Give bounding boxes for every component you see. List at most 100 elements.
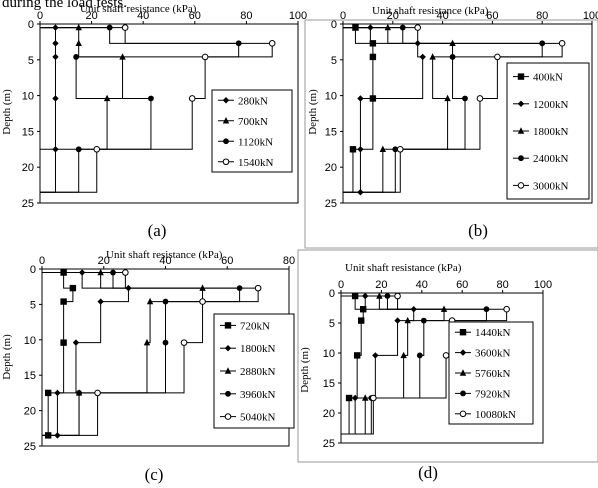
legend-entry: 3600kN bbox=[475, 348, 511, 360]
y-tick-label: 15 bbox=[325, 126, 337, 138]
legend-entry: 5760kN bbox=[475, 368, 511, 380]
series-line-7920kN bbox=[341, 295, 487, 435]
legend-entry: 1800kN bbox=[240, 343, 276, 355]
data-point-5760kN bbox=[362, 394, 369, 401]
legend-entry: 1540kN bbox=[238, 157, 274, 169]
data-point-3600kN bbox=[394, 317, 401, 324]
data-point-1120kN bbox=[148, 95, 154, 102]
legend-entry: 1120kN bbox=[238, 136, 273, 148]
x-tick-label: 0 bbox=[37, 10, 43, 22]
series-line-5040kN bbox=[42, 272, 259, 436]
y-tick-label: 10 bbox=[325, 91, 337, 103]
legend-marker bbox=[223, 138, 229, 145]
x-tick-label: 60 bbox=[189, 10, 201, 22]
data-point-5040kN bbox=[199, 298, 206, 305]
data-point-1200kN bbox=[357, 146, 364, 153]
y-tick-label: 15 bbox=[323, 378, 335, 390]
series-line-1800kN bbox=[343, 27, 454, 193]
legend-entry: 3960kN bbox=[240, 389, 276, 401]
y-tick-label: 10 bbox=[323, 348, 335, 360]
x-tick-label: 100 bbox=[534, 279, 552, 291]
legend-marker bbox=[459, 369, 467, 376]
y-tick-label: 25 bbox=[24, 441, 36, 453]
data-point-2400kN bbox=[449, 54, 456, 60]
data-point-1540kN bbox=[201, 53, 209, 61]
legend-entry: 2880kN bbox=[240, 366, 276, 378]
y-axis-title: Depth (m) bbox=[1, 334, 13, 380]
legend-entry: 720kN bbox=[240, 320, 270, 332]
legend-entry: 2400kN bbox=[533, 153, 569, 165]
data-point-3000kN bbox=[558, 40, 566, 47]
x-tick-label: 80 bbox=[496, 279, 508, 291]
data-point-10080kN bbox=[442, 352, 450, 359]
data-point-720kN bbox=[60, 298, 67, 305]
data-point-1800kN bbox=[72, 339, 80, 346]
data-point-720kN bbox=[60, 339, 67, 346]
header-caption-text: during the load tests. bbox=[2, 0, 127, 11]
data-point-280kN bbox=[52, 95, 59, 102]
legend-entry: 700kN bbox=[238, 116, 268, 128]
data-point-3000kN bbox=[494, 53, 501, 61]
y-tick-label: 0 bbox=[30, 264, 36, 276]
series-line-1440kN bbox=[341, 295, 364, 435]
data-point-1800kN bbox=[429, 53, 436, 60]
data-point-1540kN bbox=[93, 146, 101, 153]
series-line-1120kN bbox=[40, 27, 240, 193]
plot-area bbox=[342, 23, 593, 204]
x-tick-label: 20 bbox=[387, 10, 399, 22]
legend-entry: 400kN bbox=[533, 72, 563, 84]
legend-marker bbox=[224, 345, 232, 352]
x-tick-label: 60 bbox=[486, 10, 498, 22]
legend-marker bbox=[459, 349, 467, 356]
data-point-1540kN bbox=[121, 24, 129, 31]
data-point-1440kN bbox=[345, 394, 353, 402]
data-point-720kN bbox=[44, 389, 52, 397]
data-point-5040kN bbox=[254, 284, 262, 292]
y-axis-title: Depth (m) bbox=[1, 89, 13, 135]
y-tick-label: 5 bbox=[30, 299, 36, 311]
data-point-2880kN bbox=[143, 338, 151, 346]
data-point-1440kN bbox=[360, 306, 367, 313]
series-line-2400kN bbox=[343, 27, 543, 193]
x-tick-label: 80 bbox=[536, 10, 548, 22]
y-tick-label: 20 bbox=[22, 162, 34, 174]
data-point-3960kN bbox=[162, 339, 169, 346]
legend-marker bbox=[224, 367, 232, 374]
y-tick-label: 15 bbox=[24, 370, 36, 382]
legend-entry: 1800kN bbox=[533, 126, 569, 138]
data-point-5040kN bbox=[180, 339, 188, 346]
data-point-3000kN bbox=[476, 95, 484, 102]
data-point-1800kN bbox=[379, 145, 387, 152]
data-point-10080kN bbox=[394, 292, 401, 300]
series-line-3000kN bbox=[343, 27, 563, 193]
data-point-5040kN bbox=[94, 389, 101, 397]
y-tick-label: 0 bbox=[28, 19, 34, 31]
data-point-3960kN bbox=[162, 298, 169, 305]
data-point-10080kN bbox=[370, 394, 377, 402]
data-point-7920kN bbox=[416, 352, 423, 359]
y-tick-label: 25 bbox=[22, 198, 34, 210]
legend-entry: 3000kN bbox=[533, 180, 569, 192]
x-tick-label: 20 bbox=[98, 255, 110, 267]
y-tick-label: 25 bbox=[325, 198, 337, 210]
legend-marker bbox=[222, 158, 230, 166]
legend-entry: 7920kN bbox=[475, 388, 511, 400]
legend-marker bbox=[517, 100, 525, 107]
y-tick-label: 20 bbox=[325, 162, 337, 174]
data-point-1540kN bbox=[188, 95, 196, 102]
data-point-1200kN bbox=[357, 95, 364, 102]
y-tick-label: 25 bbox=[323, 438, 335, 450]
y-tick-label: 0 bbox=[331, 19, 337, 31]
x-tick-label: 80 bbox=[240, 10, 252, 22]
data-point-280kN bbox=[52, 53, 59, 61]
legend-marker bbox=[518, 155, 524, 162]
y-tick-label: 5 bbox=[28, 55, 34, 67]
x-axis-title: Unit shaft resistance (kPa) bbox=[372, 5, 489, 17]
y-tick-label: 5 bbox=[329, 318, 335, 330]
data-point-1440kN bbox=[353, 352, 361, 359]
data-point-280kN bbox=[52, 40, 59, 47]
x-tick-label: 40 bbox=[159, 255, 171, 267]
